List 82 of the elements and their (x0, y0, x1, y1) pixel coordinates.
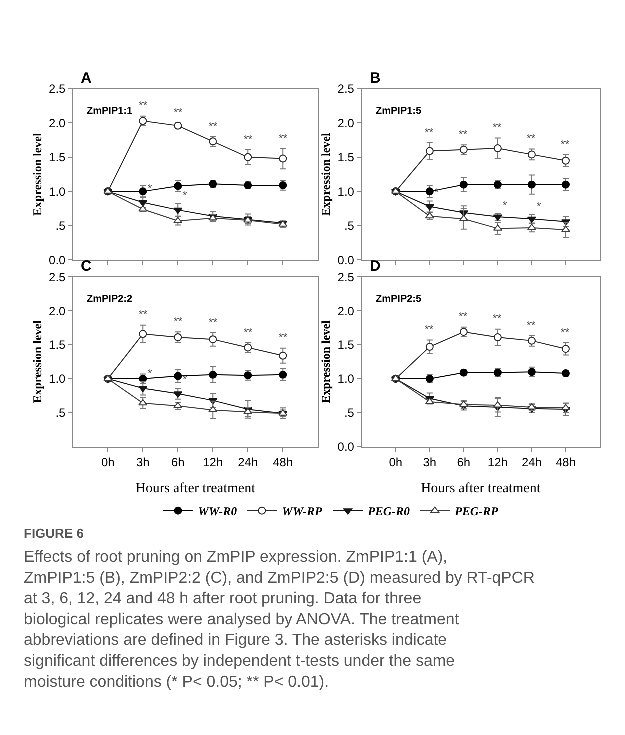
x-tick-label: 12h (488, 455, 508, 470)
caption: FIGURE 6 (24, 526, 84, 541)
y-tick-label: 1.0 (49, 372, 66, 386)
x-tick-label: 24h (522, 455, 542, 470)
y-tick-label: .5 (56, 406, 66, 420)
annotation: ** (561, 139, 570, 151)
y-tick-label: 1.5 (49, 150, 66, 165)
annotation: ** (425, 127, 434, 139)
annotation: * (537, 201, 542, 213)
y-tick-label: 2.5 (49, 270, 66, 284)
y-tick-label: 2.0 (49, 304, 66, 318)
annotation: * (435, 187, 440, 199)
x-axis-title: Hours after treatment (421, 482, 541, 497)
x-tick-label: 24h (238, 455, 258, 470)
annotation: ** (493, 122, 502, 134)
legend-label: PEG-R0 (368, 504, 410, 519)
annotation: ** (209, 121, 218, 133)
annotation: ** (425, 324, 434, 336)
y-tick-label: .5 (56, 219, 66, 234)
y-tick-label: 2.0 (49, 116, 66, 130)
x-tick-label: 12h (203, 455, 224, 470)
annotation: ** (279, 332, 288, 344)
y-tick-label: 0.0 (49, 253, 66, 268)
annotation: ** (561, 327, 570, 339)
annotation: ** (244, 134, 254, 146)
annotation: ** (209, 317, 218, 329)
y-tick-label: 1.0 (338, 184, 355, 199)
annotation: ** (493, 313, 502, 325)
y-axis-title: Expression level (319, 320, 334, 404)
text: Effects of root pruning on ZmPIP expression. ZmPIP1:1 (A), ZmPIP1:5 (B), ZmPIP2:2 (C), and ZmPIP2:5 (D) measured by RT-qPCR at 3, 6, 12, 24 and 48 h after root pruning. Data for three biological replicates were analysed by ANOVA. The treatment abbreviations are defined in Figure 3. The asterisks indicate significant differences by independent t-tests under the same moisture conditions (* P< 0.05; ** P< 0.01). (24, 549, 535, 691)
x-tick-label: 3h (136, 455, 150, 470)
annotation: ** (459, 129, 468, 141)
annotation: ** (244, 327, 254, 339)
y-tick-label: 0.0 (338, 440, 355, 454)
annotation: ** (459, 311, 468, 323)
y-axis-title: Expression level (30, 320, 44, 404)
y-tick-label: .5 (344, 406, 355, 420)
text: ZmPIP1:1 (87, 106, 134, 117)
annotation: ** (527, 133, 536, 145)
text: ZmPIP2:2 (87, 294, 134, 305)
annotation: ** (139, 309, 148, 321)
y-tick-label: 2.5 (49, 82, 66, 96)
y-tick-label: 2.0 (338, 116, 355, 130)
legend-label: PEG-RP (455, 504, 500, 519)
annotation: ** (174, 316, 184, 328)
y-tick-label: 1.0 (49, 184, 66, 199)
y-tick-label: 1.5 (338, 150, 355, 165)
x-tick-label: 48h (273, 455, 294, 470)
annotation: ** (527, 320, 536, 332)
annotation: * (183, 374, 188, 386)
annotation: * (148, 368, 153, 380)
y-axis-title: Expression level (319, 132, 334, 216)
annotation: ** (174, 107, 184, 119)
x-tick-label: 0h (389, 455, 403, 470)
text: ZmPIP1:5 (376, 106, 422, 117)
y-tick-label: 2.5 (338, 82, 355, 96)
y-tick-label: .5 (344, 219, 355, 234)
y-tick-label: 0.0 (338, 253, 355, 268)
y-tick-label: 1.5 (338, 338, 355, 352)
x-tick-label: 48h (556, 455, 576, 470)
x-tick-label: 3h (423, 455, 437, 470)
y-tick-label: 2.5 (338, 270, 355, 284)
x-tick-label: 6h (171, 455, 185, 470)
annotation: * (503, 200, 508, 212)
legend-label: WW-RP (282, 504, 324, 519)
annotation: * (148, 183, 153, 195)
x-tick-label: 0h (101, 455, 115, 470)
text: ZmPIP2:5 (376, 294, 422, 305)
x-tick-label: 6h (457, 455, 471, 470)
annotation: * (183, 190, 188, 202)
chart-title: D (370, 258, 381, 275)
chart-title: C (81, 258, 92, 275)
legend-label: WW-R0 (198, 504, 238, 519)
y-tick-label: 2.0 (338, 304, 355, 318)
chart-title: B (370, 70, 381, 87)
annotation: ** (139, 100, 148, 112)
y-tick-label: 1.5 (49, 338, 66, 352)
y-axis-title: Expression level (30, 132, 44, 216)
annotation: ** (279, 133, 288, 145)
y-tick-label: 1.0 (338, 372, 355, 386)
x-axis-title: Hours after treatment (136, 482, 256, 497)
chart-title: A (81, 70, 92, 87)
